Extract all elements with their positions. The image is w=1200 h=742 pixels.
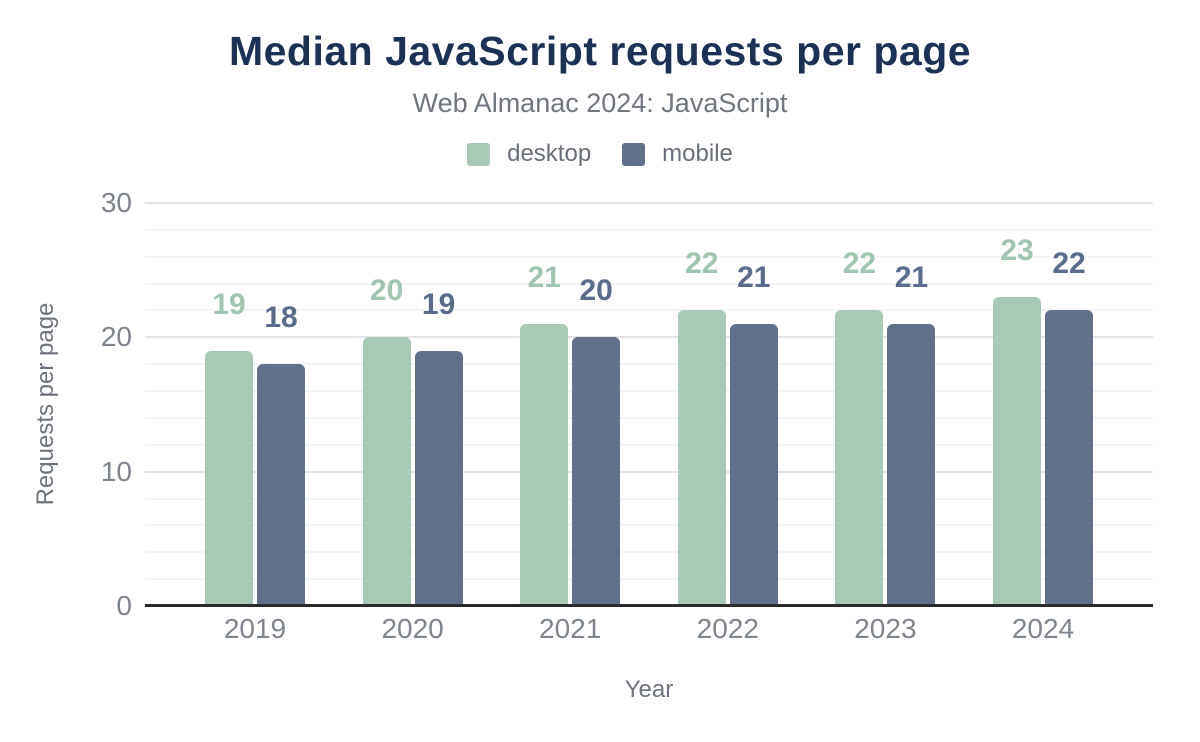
bar-desktop-2019[interactable]	[205, 350, 253, 606]
x-tick-label-2022: 2022	[696, 613, 759, 644]
data-label-mobile-2023: 21	[894, 260, 929, 294]
minor-gridline-6	[145, 524, 1153, 527]
major-gridline-10	[145, 470, 1153, 473]
minor-gridline-4	[145, 551, 1153, 554]
minor-gridline-8	[145, 497, 1153, 500]
legend-item-mobile[interactable]: mobile	[622, 140, 733, 168]
legend-item-desktop[interactable]: desktop	[467, 140, 591, 168]
legend-swatch-mobile-icon	[622, 142, 646, 166]
chart-title: Median JavaScript requests per page	[228, 28, 972, 74]
minor-gridline-28	[145, 228, 1153, 231]
minor-gridline-14	[145, 416, 1153, 419]
major-gridline-30	[145, 202, 1153, 204]
y-tick-label-10: 10	[100, 455, 132, 487]
x-axis-title: Year	[624, 676, 674, 703]
data-label-desktop-2023: 22	[842, 247, 877, 281]
legend-label-mobile: mobile	[662, 140, 733, 167]
bar-mobile-2023[interactable]	[887, 323, 936, 606]
data-label-desktop-2020: 20	[369, 274, 404, 308]
bar-mobile-2024[interactable]	[1045, 310, 1093, 606]
x-tick-label-2023: 2023	[854, 613, 917, 644]
major-gridline-20	[145, 336, 1153, 339]
legend-swatch-desktop-icon	[467, 142, 491, 166]
minor-gridline-26	[145, 255, 1153, 258]
bar-desktop-2024[interactable]	[993, 297, 1041, 606]
bar-mobile-2020[interactable]	[414, 350, 463, 606]
y-tick-label-20: 20	[100, 321, 132, 353]
x-tick-label-2024: 2024	[1011, 613, 1075, 644]
legend: desktop mobile	[0, 140, 1200, 168]
data-label-mobile-2019: 18	[264, 301, 298, 335]
minor-gridline-18	[145, 363, 1153, 366]
x-axis-line	[145, 604, 1153, 607]
data-label-desktop-2019: 19	[212, 287, 246, 321]
bar-mobile-2022[interactable]	[729, 323, 778, 606]
minor-gridline-22	[145, 309, 1153, 312]
data-label-mobile-2021: 20	[579, 274, 613, 308]
bar-desktop-2022[interactable]	[677, 310, 726, 606]
bar-mobile-2019[interactable]	[257, 364, 305, 606]
bar-desktop-2021[interactable]	[520, 323, 569, 606]
plot-area: 19 18 20 19 21 20 22 21 22 21 23 22	[145, 202, 1153, 606]
legend-label-desktop: desktop	[507, 140, 592, 167]
data-label-desktop-2022: 22	[685, 247, 719, 281]
data-label-mobile-2024: 22	[1052, 247, 1086, 281]
y-tick-label-30: 30	[100, 187, 132, 218]
data-label-desktop-2024: 23	[1000, 234, 1034, 268]
y-axis-ticks: 0 10 20 30	[55, 187, 132, 621]
bar-desktop-2020[interactable]	[362, 337, 411, 606]
bar-desktop-2023[interactable]	[835, 310, 884, 606]
x-tick-label-2021: 2021	[539, 613, 602, 644]
data-label-desktop-2021: 21	[527, 260, 561, 294]
data-label-mobile-2022: 21	[737, 260, 771, 294]
y-tick-label-0: 0	[116, 590, 132, 621]
minor-gridline-2	[145, 578, 1153, 581]
data-label-mobile-2020: 19	[421, 287, 456, 321]
bar-mobile-2021[interactable]	[572, 337, 621, 606]
x-axis-ticks: 2019 2020 2021 2022 2023 2024	[145, 613, 1153, 649]
chart-subtitle: Web Almanac 2024: JavaScript	[412, 88, 788, 118]
minor-gridline-16	[145, 390, 1153, 393]
x-tick-label-2020: 2020	[381, 613, 444, 644]
minor-gridline-12	[145, 443, 1153, 446]
minor-gridline-24	[145, 282, 1153, 285]
x-tick-label-2019: 2019	[223, 613, 287, 644]
